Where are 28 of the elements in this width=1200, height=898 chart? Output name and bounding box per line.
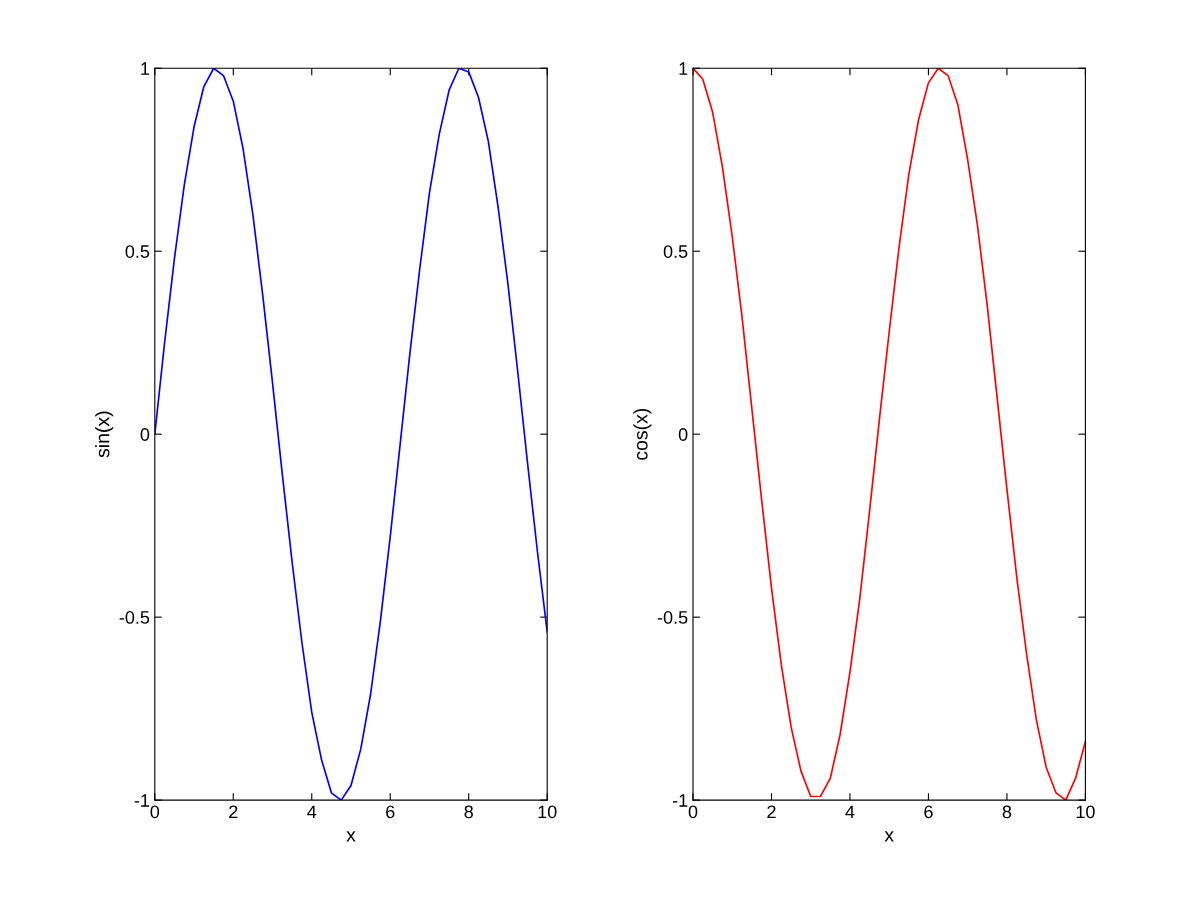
x-tick-label: 8	[464, 805, 473, 819]
y-tick-label: 1	[679, 62, 688, 75]
line-series	[693, 68, 1086, 801]
x-tick-label: 10	[538, 805, 557, 819]
y-tick-label: -1	[134, 794, 150, 807]
y-tick-label: -0.5	[657, 611, 688, 624]
y-tick-label: -1	[672, 794, 688, 807]
y-tick-label: -0.5	[119, 611, 150, 624]
x-tick-label: 10	[1076, 805, 1095, 819]
x-axis-title: x	[884, 831, 894, 842]
y-tick-label: 0.5	[663, 245, 688, 258]
y-axis-title: cos(x)	[633, 408, 652, 460]
x-tick-label: 8	[1002, 805, 1012, 819]
line-series	[154, 68, 548, 801]
y-tick-label: 0	[678, 428, 688, 441]
x-tick-label: 4	[845, 805, 855, 819]
x-tick-label: 6	[924, 805, 933, 819]
x-tick-label: 2	[229, 805, 238, 819]
y-tick-label: 1	[141, 62, 150, 75]
y-tick-label: 0.5	[125, 245, 150, 258]
x-tick-label: 0	[688, 805, 698, 819]
x-tick-label: 0	[150, 805, 160, 819]
y-tick-label: 0	[140, 428, 150, 441]
y-axis-title: sin(x)	[95, 411, 114, 458]
x-axis-title: x	[346, 831, 356, 842]
x-tick-label: 2	[767, 805, 776, 819]
x-tick-label: 4	[307, 805, 317, 819]
x-tick-label: 6	[386, 805, 395, 819]
